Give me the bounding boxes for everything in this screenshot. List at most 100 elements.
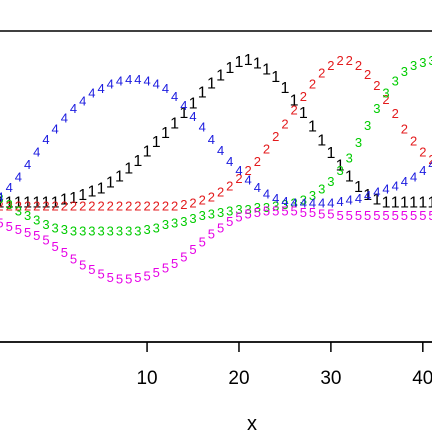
- series-2-point: 2: [199, 192, 206, 207]
- series-5-point: 5: [281, 203, 288, 218]
- series-1-point: 1: [189, 96, 198, 113]
- series-5-point: 5: [171, 256, 178, 271]
- series-3-point: 3: [272, 199, 279, 214]
- series-5-point: 5: [254, 205, 261, 220]
- series-5-point: 5: [6, 219, 13, 234]
- series-2-point: 2: [171, 199, 178, 214]
- series-1-point: 1: [382, 195, 391, 212]
- series-2-point: 2: [134, 199, 141, 214]
- series-5-point: 5: [336, 208, 343, 223]
- series-3-point: 3: [217, 205, 224, 220]
- series-1-point: 1: [124, 161, 133, 178]
- series-4-point: 4: [153, 76, 160, 91]
- series-4-point: 4: [364, 188, 371, 203]
- series-1-point: 1: [51, 195, 60, 212]
- series-1-point: 1: [280, 80, 289, 97]
- series-5-point: 5: [291, 203, 298, 218]
- series-3-point: 3: [125, 223, 132, 238]
- series-1-point: 1: [42, 195, 51, 212]
- series-2-point: 2: [364, 67, 371, 82]
- series-1-point: 1: [87, 184, 96, 201]
- series-1-point: 1: [336, 157, 345, 174]
- series-4-point: 4: [300, 196, 307, 211]
- series-3-point: 3: [355, 135, 362, 150]
- series-5-point: 5: [52, 239, 59, 254]
- series-4-point: 4: [410, 169, 417, 184]
- series-4-point: 4: [134, 72, 141, 87]
- series-5-point: 5: [401, 208, 408, 223]
- series-5-point: 5: [263, 203, 270, 218]
- series-3-point: 3: [263, 200, 270, 215]
- series-3-point: 3: [346, 151, 353, 166]
- series-5-point: 5: [143, 268, 150, 283]
- series-4-point: 4: [125, 72, 132, 87]
- series-2-point: 2: [79, 199, 86, 214]
- series-1-point: 1: [60, 191, 69, 208]
- series-2-point: 2: [107, 199, 114, 214]
- series-1-point: 1: [133, 153, 142, 170]
- series-1-point: 1: [216, 68, 225, 85]
- series-3-point: 3: [428, 53, 432, 68]
- series-5-point: 5: [153, 265, 160, 280]
- series-5-point: 5: [189, 242, 196, 257]
- series-1-point: 1: [317, 133, 326, 150]
- series-3-point: 3: [6, 197, 13, 212]
- series-3-point: 3: [373, 101, 380, 116]
- series-5-point: 5: [217, 220, 224, 235]
- x-tick-label: 10: [136, 368, 157, 389]
- series-2-point: 2: [336, 53, 343, 68]
- series-3-point: 3: [61, 222, 68, 237]
- x-tick-label: 20: [228, 368, 249, 389]
- series-2-point: 2: [226, 179, 233, 194]
- series-3-point: 3: [419, 55, 426, 70]
- series-1-point: 1: [391, 195, 400, 212]
- series-2-point: 2: [42, 199, 49, 214]
- series-3-point: 3: [79, 223, 86, 238]
- series-3-point: 3: [162, 217, 169, 232]
- series-1-point: 1: [262, 61, 271, 78]
- series-3-point: 3: [309, 188, 316, 203]
- series-1-point: 1: [253, 55, 262, 72]
- series-1-point: 1: [161, 125, 170, 142]
- series-5-point: 5: [272, 203, 279, 218]
- series-2-point: 2: [61, 199, 68, 214]
- series-2-point: 2: [382, 92, 389, 107]
- series-3-point: 3: [88, 223, 95, 238]
- x-tick-label: 40: [412, 368, 432, 389]
- series-1-point: 1: [400, 195, 409, 212]
- series-4-point: 4: [88, 86, 95, 101]
- series-4-point: 4: [373, 185, 380, 200]
- series-5-point: 5: [42, 233, 49, 248]
- series-5-point: 5: [392, 208, 399, 223]
- series-2-point: 2: [97, 199, 104, 214]
- series-3-point: 3: [134, 223, 141, 238]
- series-1-point: 1: [244, 52, 253, 69]
- series-5-point: 5: [428, 208, 432, 223]
- series-1-point: 1: [97, 181, 106, 198]
- series-3-point: 3: [15, 203, 22, 218]
- series-3-point: 3: [70, 223, 77, 238]
- series-3-point: 3: [116, 223, 123, 238]
- series-5-point: 5: [33, 228, 40, 243]
- series-4-point: 4: [382, 182, 389, 197]
- series-5-point: 5: [107, 270, 114, 285]
- series-5-point: 5: [300, 205, 307, 220]
- series-2-point: 2: [392, 106, 399, 121]
- series-4-point: 4: [327, 196, 334, 211]
- series-1-point: 1: [14, 195, 23, 212]
- series-2-point: 2: [254, 154, 261, 169]
- series-2-point: 2: [401, 121, 408, 136]
- series-3-point: 3: [52, 220, 59, 235]
- series-2-point: 2: [24, 199, 31, 214]
- series-5-point: 5: [134, 270, 141, 285]
- series-3-point: 3: [143, 222, 150, 237]
- series-4-point: 4: [346, 192, 353, 207]
- series-1-point: 1: [78, 187, 87, 204]
- series-1-point: 1: [207, 75, 216, 92]
- series-5-point: 5: [0, 216, 4, 231]
- series-5-point: 5: [199, 234, 206, 249]
- series-2-point: 2: [346, 53, 353, 68]
- series-4-point: 4: [6, 180, 13, 195]
- series-2-point: 2: [6, 199, 13, 214]
- series-4-point: 4: [355, 191, 362, 206]
